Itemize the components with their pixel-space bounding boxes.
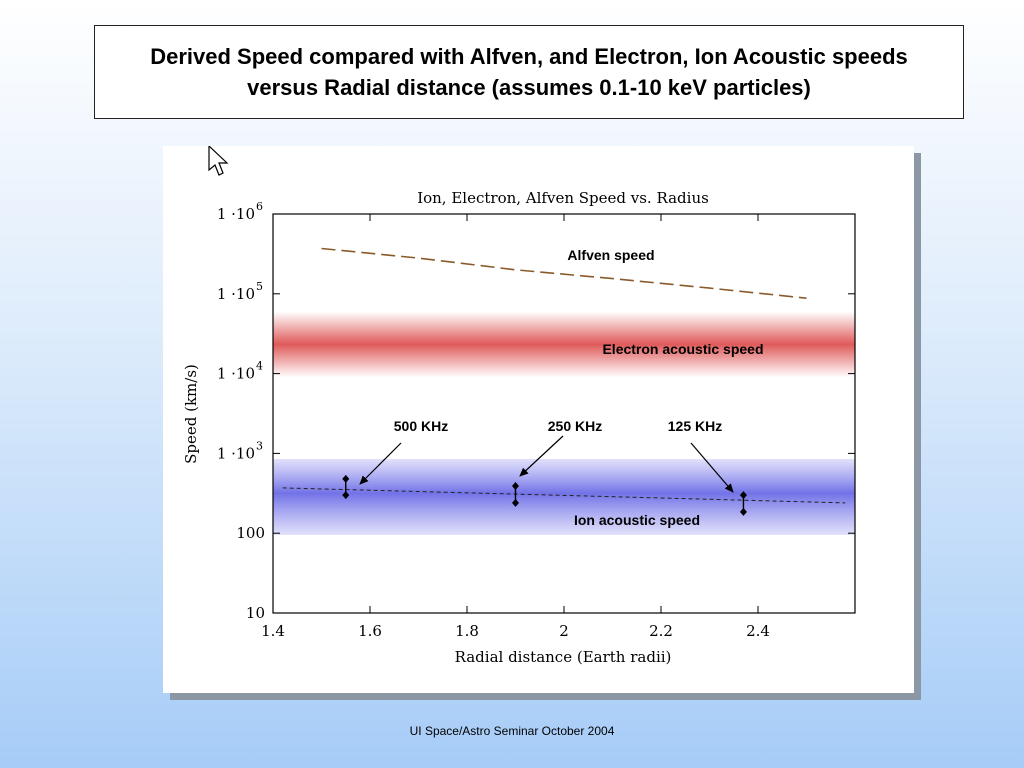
- ion-acoustic-line: [282, 487, 846, 504]
- y-tick-exponent: 3: [256, 439, 263, 452]
- measurements-layer: [342, 474, 747, 516]
- y-tick-label-exp: 1 ·10 6: [217, 200, 263, 223]
- x-axis-label: Radial distance (Earth radii): [455, 648, 672, 666]
- y-tick-exponent: 5: [256, 280, 263, 293]
- x-tick-label: 2.4: [746, 622, 770, 640]
- x-tick-label: 1.4: [261, 622, 285, 640]
- annotations-layer: Alfven speed Electron acoustic speed Ion a…: [359, 247, 764, 528]
- y-tick-exponent: 4: [256, 360, 263, 373]
- chart-panel: Ion, Electron, Alfven Speed vs. Radius 1…: [163, 146, 914, 693]
- y-tick-mantissa: 1 ·10: [217, 205, 255, 223]
- frequency-label: 250 KHz: [548, 418, 602, 434]
- measurement-point-low: [512, 498, 519, 507]
- slide-title: Derived Speed compared with Alfven, and …: [150, 44, 908, 100]
- x-tick-label: 1.6: [358, 622, 382, 640]
- frequency-label: 125 KHz: [668, 418, 722, 434]
- measurement-point-high: [342, 474, 350, 483]
- electron-acoustic-label: Electron acoustic speed: [602, 341, 763, 357]
- y-axis-label: Speed (km/s): [182, 364, 200, 464]
- y-tick-exponent: 6: [256, 200, 263, 213]
- chart-title: Ion, Electron, Alfven Speed vs. Radius: [417, 189, 709, 207]
- title-box: Derived Speed compared with Alfven, and …: [94, 25, 964, 119]
- x-tick-label: 1.8: [455, 622, 479, 640]
- frequency-arrow: [690, 442, 734, 493]
- series-layer: [282, 247, 846, 504]
- alfven-speed-line: [321, 247, 807, 299]
- arrow-cursor-icon: [208, 146, 229, 176]
- measurement-2: [739, 491, 747, 516]
- y-tick-label-exp: 1 ·10 4: [217, 360, 263, 383]
- y-tick-label: 10: [246, 604, 265, 622]
- x-tick-label: 2.2: [649, 622, 673, 640]
- measurement-point-high: [512, 482, 519, 491]
- frequency-label: 500 KHz: [394, 418, 448, 434]
- measurement-point-low: [342, 491, 350, 500]
- chart-svg: Ion, Electron, Alfven Speed vs. Radius 1…: [182, 146, 856, 666]
- alfven-speed-label: Alfven speed: [567, 247, 654, 263]
- bands-layer: [273, 311, 855, 535]
- y-tick-mantissa: 1 ·10: [217, 444, 255, 462]
- frequency-arrow: [519, 435, 564, 477]
- measurement-point-low: [739, 507, 747, 516]
- measurement-point-high: [739, 491, 747, 500]
- y-tick-label-exp: 1 ·10 5: [217, 280, 263, 303]
- slide-footer: UI Space/Astro Seminar October 2004: [409, 724, 615, 738]
- measurement-0: [342, 474, 350, 500]
- y-tick-label: 100: [236, 524, 265, 542]
- y-tick-mantissa: 1 ·10: [217, 285, 255, 303]
- electron-acoustic-band: [273, 311, 855, 378]
- ion-acoustic-band: [273, 459, 855, 535]
- y-tick-mantissa: 1 ·10: [217, 365, 255, 383]
- y-tick-label-exp: 1 ·10 3: [217, 439, 263, 462]
- measurement-1: [512, 482, 519, 507]
- x-tick-label: 2: [559, 622, 569, 640]
- ion-acoustic-label: Ion acoustic speed: [574, 512, 700, 528]
- frequency-arrow: [359, 442, 402, 485]
